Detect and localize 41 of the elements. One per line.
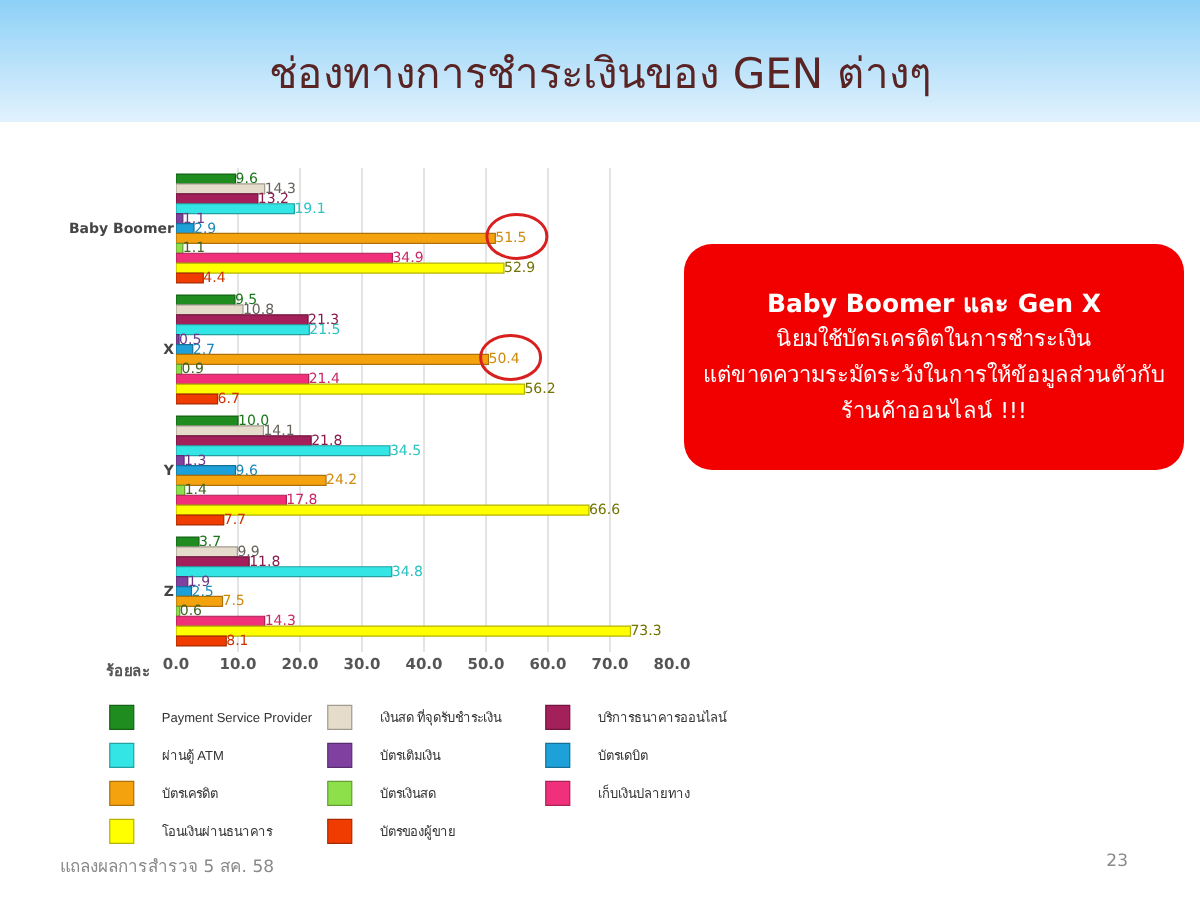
bar (176, 536, 200, 548)
bar (176, 455, 185, 467)
bar (176, 474, 327, 486)
text: แถลงผลการสำรวจ 5 สค. 58 (60, 856, 275, 880)
bar (176, 504, 590, 516)
bar (176, 183, 266, 195)
bar (176, 393, 219, 405)
bar (176, 435, 312, 447)
bar (176, 262, 505, 274)
bar (176, 193, 259, 205)
bar (176, 566, 393, 578)
bar (176, 546, 238, 558)
bar (176, 464, 237, 477)
bar (176, 494, 287, 506)
bar (176, 615, 266, 627)
bar (176, 272, 204, 284)
bar (176, 324, 310, 336)
bar (176, 556, 250, 568)
bar (176, 514, 225, 526)
bar (176, 635, 227, 647)
bar (176, 425, 265, 437)
bar (176, 222, 195, 235)
bar (176, 363, 183, 375)
bar (176, 294, 236, 306)
chart-title: ช่องทางการชำระเงินของ GEN ต่างๆ (267, 48, 933, 102)
bar (176, 585, 193, 598)
bar (176, 383, 526, 395)
bar (176, 625, 632, 637)
callout-box: Baby Boomer และ Gen X นิยมใช้บัตรเครดิตในการชำระเงิน แต่ขาดความระมัดระวังในการให้ข้อมูลส่วนตัวกับ ร้านค้าออนไลน์ !!! (684, 244, 1184, 470)
bar (176, 445, 391, 457)
bar (176, 252, 393, 264)
bar (176, 415, 239, 427)
bar (176, 373, 310, 385)
bar (176, 232, 496, 244)
bar (176, 173, 237, 185)
bar (176, 595, 224, 607)
bar (176, 353, 490, 365)
text: 23 (1106, 852, 1128, 872)
bar (176, 203, 296, 215)
bar (176, 314, 309, 326)
bar (176, 304, 244, 316)
